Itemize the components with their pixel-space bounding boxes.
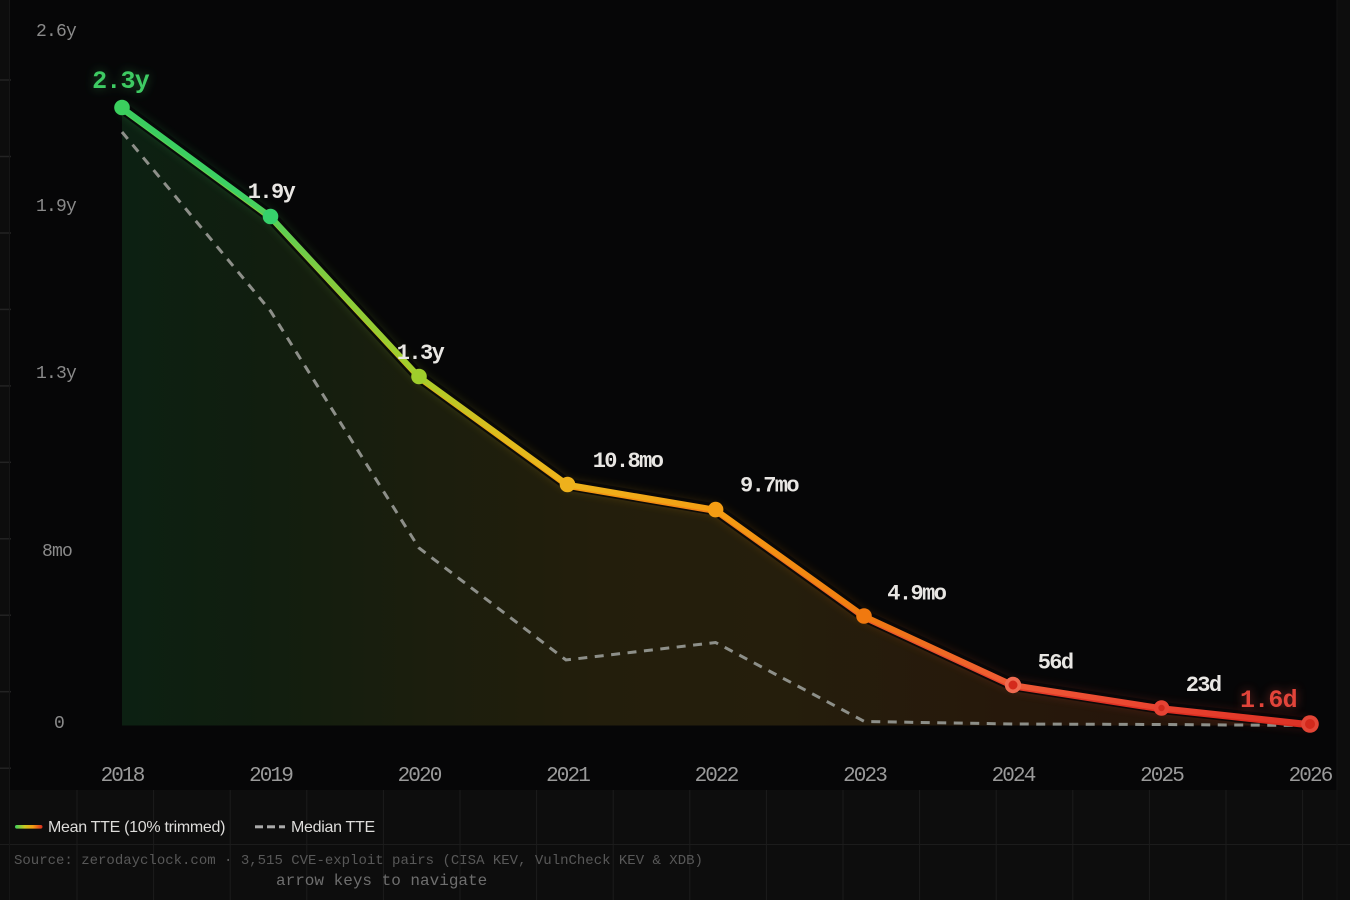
- svg-text:2023: 2023: [843, 765, 887, 788]
- svg-text:Mean TTE (10% trimmed): Mean TTE (10% trimmed): [48, 819, 225, 836]
- svg-text:2025: 2025: [1140, 765, 1184, 788]
- svg-text:8mo: 8mo: [42, 542, 72, 562]
- svg-text:2026: 2026: [1289, 765, 1333, 788]
- svg-text:23d: 23d: [1186, 673, 1221, 698]
- svg-text:2019: 2019: [249, 765, 293, 788]
- svg-text:4.9mo: 4.9mo: [887, 582, 946, 607]
- svg-text:Median TTE: Median TTE: [291, 819, 375, 836]
- svg-text:56d: 56d: [1038, 651, 1073, 676]
- svg-text:2.6y: 2.6y: [36, 22, 77, 42]
- svg-text:1.3y: 1.3y: [36, 364, 77, 384]
- svg-text:2.3y: 2.3y: [92, 67, 150, 96]
- svg-text:1.6d: 1.6d: [1240, 686, 1297, 715]
- svg-text:2.3y: 2.3y: [92, 67, 150, 96]
- svg-text:2021: 2021: [546, 765, 590, 788]
- svg-text:Source: zerodayclock.com · 3,5: Source: zerodayclock.com · 3,515 CVE-exp…: [14, 853, 703, 869]
- svg-text:10.8mo: 10.8mo: [593, 449, 664, 474]
- svg-text:arrow keys to navigate: arrow keys to navigate: [276, 872, 487, 890]
- svg-text:1.6d: 1.6d: [1240, 686, 1297, 715]
- svg-text:2020: 2020: [398, 765, 442, 788]
- svg-text:1.9y: 1.9y: [248, 180, 296, 205]
- svg-text:1.3y: 1.3y: [397, 341, 445, 366]
- svg-text:1.9y: 1.9y: [36, 197, 77, 217]
- svg-text:9.7mo: 9.7mo: [740, 474, 799, 499]
- svg-text:2024: 2024: [992, 765, 1036, 788]
- svg-text:2022: 2022: [695, 765, 739, 788]
- svg-text:2018: 2018: [101, 765, 145, 788]
- svg-text:0: 0: [54, 714, 64, 734]
